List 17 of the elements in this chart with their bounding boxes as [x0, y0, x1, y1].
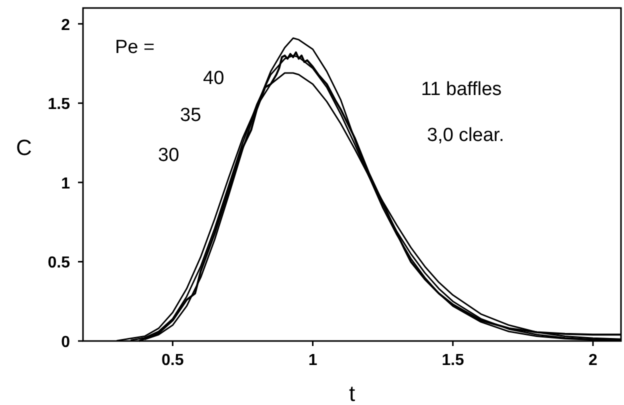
annotation: 3,0 clear.	[427, 125, 504, 146]
annotation: Pe =	[115, 37, 155, 58]
x-tick-label: 0.5	[162, 352, 184, 369]
series-label: 40	[203, 68, 224, 89]
y-tick-label: 0	[61, 334, 70, 351]
x-tick-label: 2	[588, 352, 598, 369]
y-tick-label: 1.5	[48, 96, 70, 114]
annotation: 11 baffles	[421, 79, 502, 100]
text: 35	[180, 105, 202, 126]
y-tick-label: 0.5	[48, 254, 70, 272]
y-axis-title: C	[16, 135, 32, 160]
x-axis-title: t	[348, 381, 356, 405]
y-tick-label: 1	[61, 175, 70, 192]
x-tick-label: 1.5	[442, 352, 464, 369]
y-tick-label: 2	[61, 16, 70, 34]
x-tick-label: 1	[308, 352, 318, 369]
text: 30	[158, 145, 180, 166]
